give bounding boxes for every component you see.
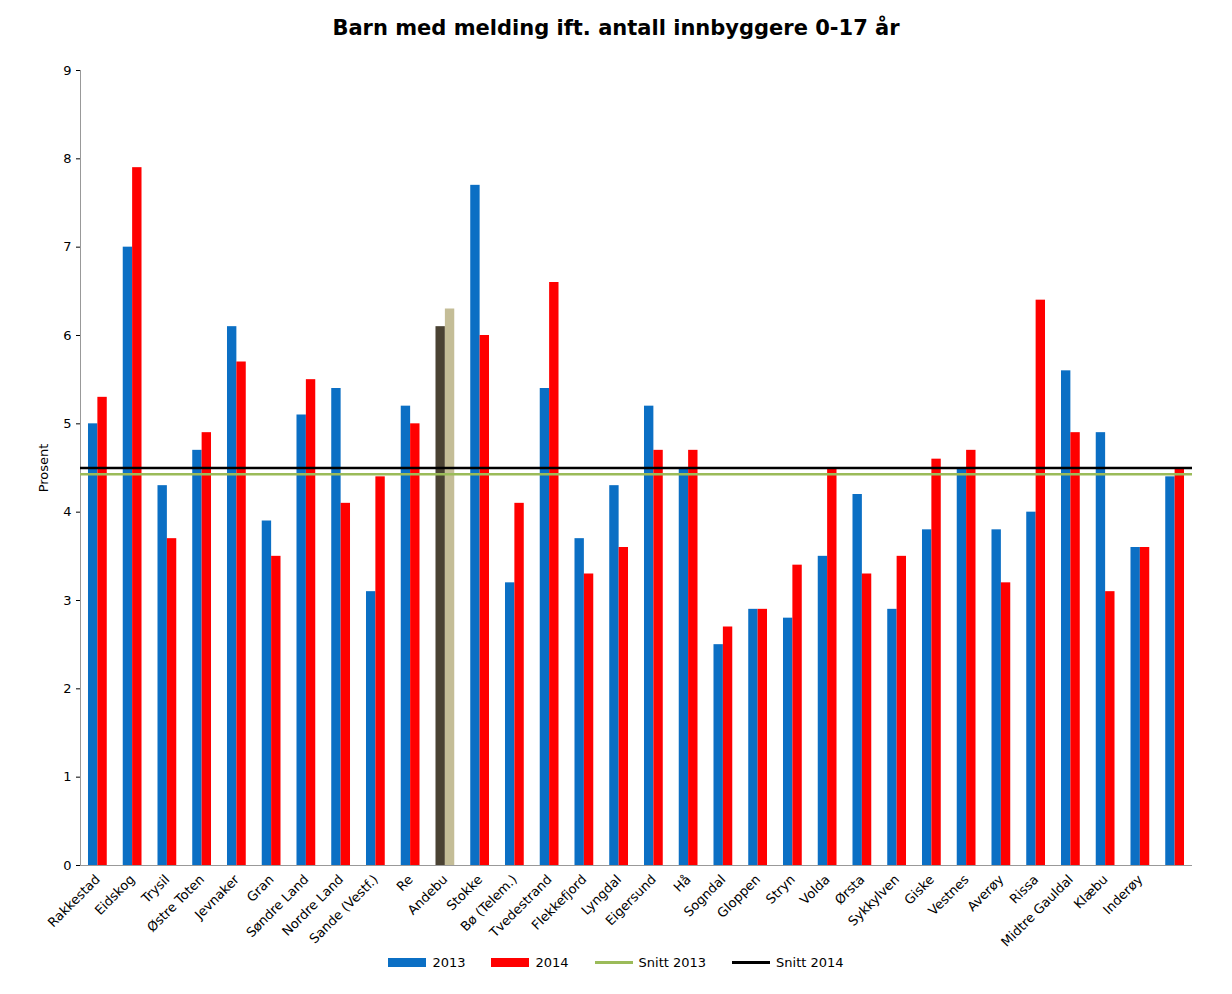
svg-text:Vestnes: Vestnes <box>925 872 972 919</box>
svg-text:Nordre Land: Nordre Land <box>279 871 347 939</box>
svg-text:6: 6 <box>63 328 71 343</box>
html-text:2014: 2014 <box>535 955 569 970</box>
svg-text:Trysil: Trysil <box>138 871 173 906</box>
svg-text:Sykkylven: Sykkylven <box>845 872 902 929</box>
html-text:2013: 2013 <box>432 955 466 970</box>
svg-text:Rissa: Rissa <box>1006 871 1042 907</box>
html-text:Barn med melding ift. antall i: Barn med melding ift. antall innbyggere … <box>332 16 900 40</box>
svg-text:Jevnaker: Jevnaker <box>191 871 242 922</box>
svg-text:Rakkestad: Rakkestad <box>45 872 103 930</box>
svg-text:7: 7 <box>63 239 71 254</box>
svg-text:Giske: Giske <box>901 871 937 908</box>
svg-text:Gran: Gran <box>243 871 277 905</box>
svg-text:Averøy: Averøy <box>964 872 1007 915</box>
svg-text:2: 2 <box>63 681 71 696</box>
svg-text:Eigersund: Eigersund <box>602 872 659 929</box>
svg-text:Klæbu: Klæbu <box>1070 871 1111 912</box>
svg-text:Østre Toten: Østre Toten <box>144 872 207 935</box>
svg-text:4: 4 <box>63 504 71 519</box>
svg-text:Stokke: Stokke <box>443 871 486 914</box>
svg-text:Sande (Vestf.): Sande (Vestf.) <box>306 872 381 947</box>
svg-text:Søndre Land: Søndre Land <box>243 871 312 941</box>
svg-text:8: 8 <box>63 151 71 166</box>
svg-text:9: 9 <box>63 63 71 78</box>
svg-text:Midtre Gauldal: Midtre Gauldal <box>998 872 1076 950</box>
svg-text:Gloppen: Gloppen <box>714 872 763 921</box>
svg-text:Lyngdal: Lyngdal <box>578 871 625 918</box>
svg-text:Andebu: Andebu <box>405 872 451 918</box>
svg-text:Tvedestrand: Tvedestrand <box>486 871 555 941</box>
svg-text:Volda: Volda <box>797 872 833 908</box>
svg-text:0: 0 <box>63 858 71 873</box>
svg-text:Re: Re <box>393 872 415 894</box>
svg-text:Sogndal: Sogndal <box>680 871 729 920</box>
html-text:Snitt 2014: Snitt 2014 <box>776 955 844 970</box>
svg-text:1: 1 <box>63 769 71 784</box>
html-text:Snitt 2013: Snitt 2013 <box>638 955 707 970</box>
svg-text:3: 3 <box>63 593 71 608</box>
svg-text:Ørsta: Ørsta <box>831 871 868 908</box>
svg-text:Inderøy: Inderøy <box>1100 872 1146 918</box>
svg-text:Bø (Telem.): Bø (Telem.) <box>457 871 520 935</box>
svg-text:Stryn: Stryn <box>763 872 798 907</box>
svg-text:Prosent: Prosent <box>36 444 51 493</box>
svg-text:Eidskog: Eidskog <box>92 872 138 918</box>
svg-text:Flekkefjord: Flekkefjord <box>528 872 589 933</box>
svg-text:Hå: Hå <box>671 872 694 895</box>
svg-text:5: 5 <box>63 416 71 431</box>
